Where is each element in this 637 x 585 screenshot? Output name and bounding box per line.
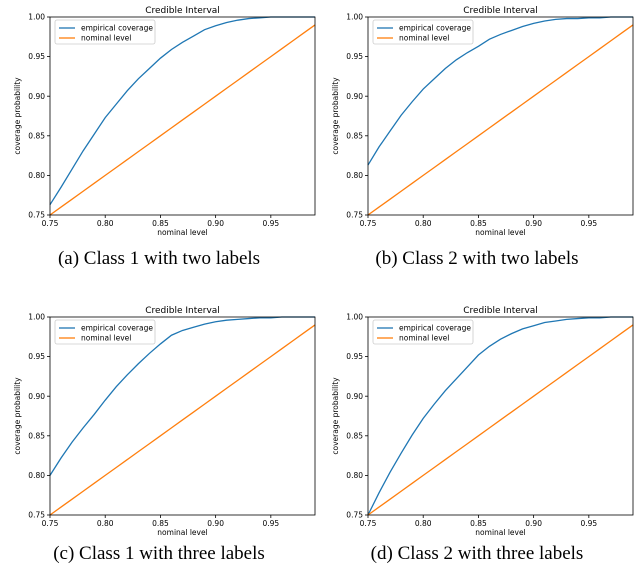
- x-tick-label: 0.75: [360, 519, 377, 528]
- x-tick-label: 0.75: [360, 219, 377, 228]
- x-tick-label: 0.80: [415, 219, 432, 228]
- empirical-coverage-line: [49, 316, 315, 476]
- y-tick-label: 0.95: [346, 352, 363, 361]
- y-tick-label: 0.95: [346, 52, 363, 61]
- caption-d: (d) Class 2 with three labels: [370, 543, 584, 564]
- x-axis-label: nominal level: [157, 228, 207, 237]
- x-axis-label: nominal level: [157, 528, 207, 537]
- x-tick-label: 0.95: [262, 219, 279, 228]
- x-tick-label: 0.85: [470, 219, 487, 228]
- chart-title: Credible Interval: [463, 6, 538, 16]
- chart-title: Credible Interval: [463, 306, 538, 316]
- x-tick-label: 0.85: [470, 519, 487, 528]
- plot-frame: [367, 316, 634, 516]
- y-tick-label: 1.00: [346, 313, 363, 322]
- y-tick-label: 1.00: [28, 13, 45, 22]
- y-axis-label: coverage probability: [331, 377, 340, 455]
- plot-frame: [49, 316, 316, 516]
- chart-title: Credible Interval: [145, 6, 220, 16]
- chart-c-svg: Credible Interval 0.75 0.80 0.85 0.90 0.95 0.7…: [13, 306, 316, 537]
- y-tick-label: 0.75: [346, 211, 363, 220]
- x-tick-label: 0.85: [152, 519, 169, 528]
- legend-box: [54, 319, 156, 345]
- nominal-level-line: [49, 24, 316, 216]
- legend-box: [372, 19, 474, 45]
- x-tick-label: 0.80: [97, 219, 114, 228]
- y-tick-label: 0.80: [28, 171, 45, 180]
- y-axis-label: coverage probability: [13, 377, 22, 455]
- y-tick-label: 0.75: [28, 511, 45, 520]
- x-axis-label: nominal level: [475, 528, 525, 537]
- chart-panel-b: Credible Interval 0.75 0.80 0.85 0.90 0.95 0.7…: [318, 0, 636, 285]
- legend-label: empirical coverage: [81, 24, 153, 33]
- legend-label: nominal level: [81, 34, 131, 43]
- y-tick-label: 0.85: [346, 431, 363, 440]
- x-tick-label: 0.95: [580, 219, 597, 228]
- x-tick-label: 0.90: [207, 519, 224, 528]
- x-tick-label: 0.80: [415, 519, 432, 528]
- y-tick-label: 0.80: [346, 171, 363, 180]
- empirical-coverage-line: [49, 16, 315, 206]
- y-tick-label: 0.75: [28, 211, 45, 220]
- chart-panel-d: Credible Interval 0.75 0.80 0.85 0.90 0.95 0.7…: [318, 300, 636, 585]
- empirical-coverage-line: [367, 316, 633, 516]
- y-tick-label: 1.00: [346, 13, 363, 22]
- caption-c: (c) Class 1 with three labels: [53, 543, 265, 564]
- x-tick-label: 0.95: [262, 519, 279, 528]
- legend-label: empirical coverage: [399, 24, 471, 33]
- x-tick-label: 0.95: [580, 519, 597, 528]
- legend-label: nominal level: [399, 34, 449, 43]
- x-tick-label: 0.75: [42, 519, 59, 528]
- y-tick-label: 0.80: [28, 471, 45, 480]
- legend-box: [54, 19, 156, 45]
- chart-panel-c: Credible Interval 0.75 0.80 0.85 0.90 0.95 0.7…: [0, 300, 318, 585]
- y-tick-label: 0.75: [346, 511, 363, 520]
- y-tick-label: 0.95: [28, 352, 45, 361]
- y-tick-label: 0.85: [28, 131, 45, 140]
- y-tick-label: 0.90: [346, 92, 363, 101]
- x-tick-label: 0.90: [207, 219, 224, 228]
- y-tick-label: 0.95: [28, 52, 45, 61]
- y-tick-label: 0.90: [346, 392, 363, 401]
- y-tick-label: 0.90: [28, 392, 45, 401]
- caption-b: (b) Class 2 with two labels: [375, 248, 579, 269]
- nominal-level-line: [49, 324, 316, 516]
- legend-label: nominal level: [81, 334, 131, 343]
- y-axis-label: coverage probability: [331, 77, 340, 155]
- caption-a: (a) Class 1 with two labels: [57, 248, 261, 269]
- chart-title: Credible Interval: [145, 306, 220, 316]
- x-tick-label: 0.75: [42, 219, 59, 228]
- y-tick-label: 1.00: [28, 313, 45, 322]
- y-tick-label: 0.85: [28, 431, 45, 440]
- legend-label: empirical coverage: [399, 324, 471, 333]
- empirical-coverage-line: [367, 16, 633, 166]
- chart-d-svg: Credible Interval 0.75 0.80 0.85 0.90 0.95 0.7…: [331, 306, 634, 537]
- x-tick-label: 0.90: [525, 519, 542, 528]
- x-tick-label: 0.85: [152, 219, 169, 228]
- plot-frame: [49, 16, 316, 216]
- y-axis-label: coverage probability: [13, 77, 22, 155]
- y-tick-label: 0.85: [346, 131, 363, 140]
- y-tick-label: 0.90: [28, 92, 45, 101]
- nominal-level-line: [367, 24, 634, 216]
- x-tick-label: 0.90: [525, 219, 542, 228]
- chart-panel-a: Credible Interval 0.75 0.80 0.85 0.90 0.95 0.7…: [0, 0, 318, 285]
- legend-box: [372, 319, 474, 345]
- x-tick-label: 0.80: [97, 519, 114, 528]
- nominal-level-line: [367, 324, 634, 516]
- legend-label: nominal level: [399, 334, 449, 343]
- plot-frame: [367, 16, 634, 216]
- chart-a-svg: Credible Interval 0.75 0.80 0.85 0.90 0.95 0.7…: [13, 6, 316, 237]
- x-axis-label: nominal level: [475, 228, 525, 237]
- chart-b-svg: Credible Interval 0.75 0.80 0.85 0.90 0.95 0.7…: [331, 6, 634, 237]
- y-tick-label: 0.80: [346, 471, 363, 480]
- legend-label: empirical coverage: [81, 324, 153, 333]
